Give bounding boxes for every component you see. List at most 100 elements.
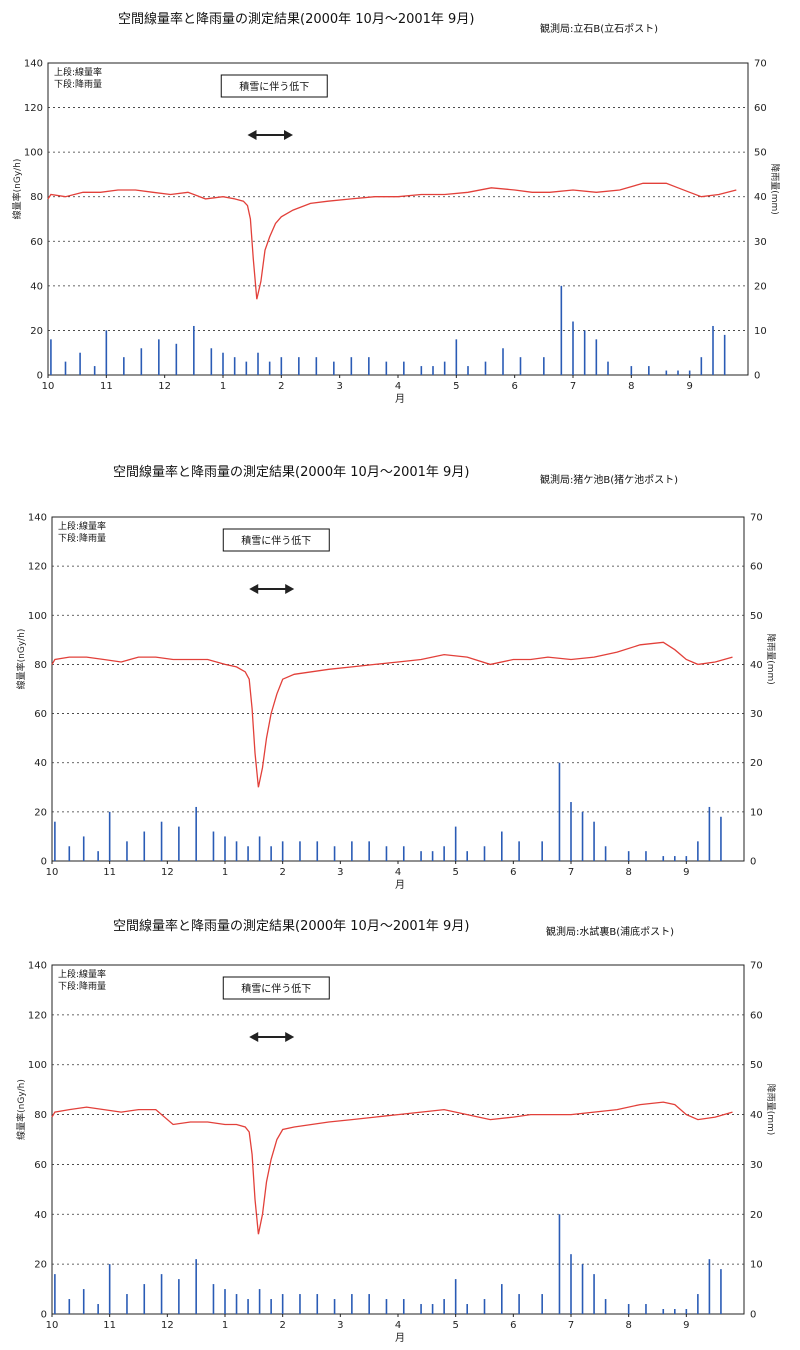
left-tick-label: 0 xyxy=(41,857,47,868)
legend-line: 下段:降雨量 xyxy=(58,532,106,544)
dose-rate-line xyxy=(47,182,737,300)
right-tick-label: 20 xyxy=(750,758,763,769)
right-axis-title: 降雨量(mm) xyxy=(769,163,781,215)
month-tick-label: 4 xyxy=(395,381,401,392)
left-tick-label: 120 xyxy=(28,1010,47,1021)
chart-panel-tateishi: 空間線量率と降雨量の測定結果(2000年 10月〜2001年 9月) 観測局:立… xyxy=(0,0,800,420)
month-tick-label: 2 xyxy=(279,867,285,878)
month-tick-label: 6 xyxy=(511,381,517,392)
right-tick-label: 50 xyxy=(750,1060,763,1071)
legend-line: 下段:降雨量 xyxy=(58,980,106,992)
station-label: 観測局:立石B(立石ポスト) xyxy=(540,24,659,35)
month-tick-label: 11 xyxy=(103,867,116,878)
annotation-box xyxy=(220,74,328,98)
right-tick-label: 20 xyxy=(750,1210,763,1221)
right-tick-label: 70 xyxy=(750,513,763,524)
right-axis-title: 降雨量(mm) xyxy=(765,633,777,685)
month-tick-label: 4 xyxy=(395,1320,401,1331)
right-tick-label: 60 xyxy=(750,562,763,573)
left-axis-title: 線量率(nGy/h) xyxy=(15,629,27,690)
month-tick-label: 7 xyxy=(568,867,574,878)
left-tick-label: 100 xyxy=(28,1060,47,1071)
right-tick-label: 50 xyxy=(754,148,767,159)
left-axis-title: 線量率(nGy/h) xyxy=(15,1079,27,1140)
plot-area xyxy=(51,964,745,1315)
right-tick-label: 30 xyxy=(750,1160,763,1171)
station-label: 観測局:猪ケ池B(猪ケ池ポスト) xyxy=(540,475,679,486)
month-tick-label: 10 xyxy=(42,381,55,392)
month-tick-label: 9 xyxy=(683,867,689,878)
annotation-box xyxy=(222,528,330,552)
month-tick-label: 5 xyxy=(453,381,459,392)
month-tick-label: 4 xyxy=(395,867,401,878)
left-tick-label: 80 xyxy=(34,1110,47,1121)
left-tick-label: 80 xyxy=(30,192,43,203)
arrow-head-left xyxy=(249,1032,259,1042)
month-tick-label: 12 xyxy=(161,1320,174,1331)
month-tick-label: 1 xyxy=(222,867,228,878)
left-tick-label: 140 xyxy=(24,59,43,70)
arrow-head-right xyxy=(285,584,295,594)
month-tick-label: 6 xyxy=(510,867,516,878)
left-tick-label: 20 xyxy=(34,807,47,818)
left-tick-label: 60 xyxy=(30,237,43,248)
right-tick-label: 60 xyxy=(750,1010,763,1021)
month-tick-label: 6 xyxy=(510,1320,516,1331)
month-tick-label: 10 xyxy=(46,867,59,878)
dose-rate-line xyxy=(51,1101,733,1235)
left-tick-label: 0 xyxy=(37,371,43,382)
arrow-head-right xyxy=(284,130,293,140)
right-tick-label: 70 xyxy=(750,961,763,972)
right-tick-label: 10 xyxy=(754,326,767,337)
left-tick-label: 40 xyxy=(34,758,47,769)
annotation-text: 積雪に伴う低下 xyxy=(241,982,311,995)
month-tick-label: 10 xyxy=(46,1320,59,1331)
month-tick-label: 8 xyxy=(625,867,631,878)
month-tick-label: 3 xyxy=(337,1320,343,1331)
month-tick-label: 2 xyxy=(279,1320,285,1331)
left-tick-label: 20 xyxy=(34,1260,47,1271)
right-tick-label: 40 xyxy=(754,192,767,203)
plot-area xyxy=(47,62,749,376)
month-tick-label: 8 xyxy=(628,381,634,392)
legend-line: 上段:線量率 xyxy=(58,968,106,980)
month-tick-label: 9 xyxy=(683,1320,689,1331)
month-tick-label: 7 xyxy=(570,381,576,392)
right-tick-label: 40 xyxy=(750,660,763,671)
chart-title: 空間線量率と降雨量の測定結果(2000年 10月〜2001年 9月) xyxy=(113,465,470,480)
annotation-text: 積雪に伴う低下 xyxy=(239,80,309,93)
right-axis-title: 降雨量(mm) xyxy=(765,1084,777,1136)
month-tick-label: 7 xyxy=(568,1320,574,1331)
month-tick-label: 8 xyxy=(625,1320,631,1331)
station-label: 観測局:水試裏B(浦底ポスト) xyxy=(546,927,675,938)
right-tick-label: 40 xyxy=(750,1110,763,1121)
right-tick-label: 0 xyxy=(754,371,760,382)
plot-area xyxy=(51,516,745,862)
month-tick-label: 12 xyxy=(158,381,171,392)
left-tick-label: 120 xyxy=(28,562,47,573)
left-axis-title: 線量率(nGy/h) xyxy=(11,159,23,220)
legend-line: 上段:線量率 xyxy=(58,520,106,532)
right-tick-label: 70 xyxy=(754,59,767,70)
right-tick-label: 30 xyxy=(754,237,767,248)
annotation-text: 積雪に伴う低下 xyxy=(241,534,311,547)
dose-rate-line xyxy=(51,641,733,788)
right-tick-label: 10 xyxy=(750,1260,763,1271)
arrow-head-right xyxy=(285,1032,295,1042)
left-tick-label: 0 xyxy=(41,1310,47,1321)
left-tick-label: 120 xyxy=(24,103,43,114)
arrow-head-left xyxy=(249,584,259,594)
left-tick-label: 100 xyxy=(24,148,43,159)
left-tick-label: 60 xyxy=(34,709,47,720)
left-tick-label: 40 xyxy=(30,281,43,292)
right-tick-label: 30 xyxy=(750,709,763,720)
right-tick-label: 0 xyxy=(750,1310,756,1321)
x-axis-title: 月 xyxy=(395,393,405,405)
x-axis-title: 月 xyxy=(395,879,405,891)
month-tick-label: 2 xyxy=(278,381,284,392)
chart-title: 空間線量率と降雨量の測定結果(2000年 10月〜2001年 9月) xyxy=(118,12,475,27)
month-tick-label: 5 xyxy=(452,1320,458,1331)
month-tick-label: 5 xyxy=(452,867,458,878)
